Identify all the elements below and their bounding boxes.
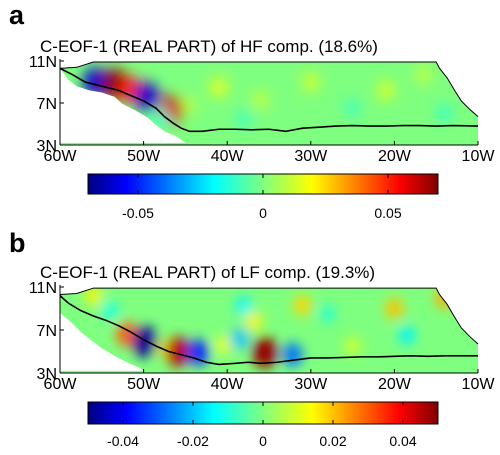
panel-a-anomaly-0 [83, 67, 108, 97]
panel-b-anomaly-8 [282, 342, 303, 367]
panel-b-anomaly-5 [215, 335, 231, 355]
panel-b-anomaly-18 [345, 337, 360, 355]
panel-a-colorbar-label-0: -0.05 [122, 205, 154, 221]
panel-a-title: C-EOF-1 (REAL PART) of HF comp. (18.6%) [40, 37, 378, 56]
panel-b-domain-outline [59, 287, 479, 345]
panel-b-colorbar-label-1: -0.02 [177, 433, 209, 449]
panel-b-x-tick-label-2: 40W [211, 376, 245, 393]
panel-b-anomaly-4 [187, 339, 209, 366]
panel-b-anomaly-10 [245, 311, 263, 332]
panel-b-land-mask [60, 312, 144, 371]
panel-a-x-tick-label-3: 30W [294, 148, 328, 165]
panel-b-anomaly-9 [235, 296, 253, 317]
panel-b-y-tick-label-1: 7N [37, 323, 57, 340]
panel-b-anomaly-16 [85, 288, 102, 306]
panel-b-x-tick-label-5: 10W [462, 376, 496, 393]
panel-b-colorbar-label-0: -0.04 [107, 433, 139, 449]
panel-a-y-tick-label-0: 11N [29, 54, 57, 71]
panel-b-anomaly-6 [230, 328, 249, 350]
panel-a-x-tick-label-2: 40W [211, 148, 245, 165]
panel-b-map: 60W 50W 40W 30W 20W 10W 11N 7N 3N [29, 280, 496, 393]
panel-a-x-tick-label-4: 20W [378, 148, 412, 165]
panel-b-anomaly-3 [164, 336, 190, 367]
panel-b-y-tick-label-2: 3N [37, 366, 57, 383]
panel-b-label: b [9, 228, 26, 258]
panel-a-anomaly-7 [211, 77, 227, 97]
panel-a-anomaly-9 [253, 91, 268, 109]
panel-b-x-tick-label-3: 30W [294, 376, 328, 393]
panel-b-anomaly-11 [293, 295, 311, 316]
panel-a-anomaly-5 [154, 109, 170, 128]
panel-b-colorbar-label-4: 0.04 [389, 433, 416, 449]
panel-a-x-tick-label-1: 50W [127, 148, 161, 165]
panel-a-anomaly-6 [182, 96, 197, 114]
panel-b-x-tick-label-1: 50W [127, 376, 161, 393]
panel-a-colorbar: -0.05 0 0.05 [87, 173, 439, 221]
panel-b-title: C-EOF-1 (REAL PART) of LF comp. (19.3%) [40, 263, 376, 282]
panel-b-y-tick-label-0: 11N [29, 280, 57, 297]
panel-b-colorbar-label-3: 0.02 [319, 433, 346, 449]
panel-a-field [60, 62, 478, 145]
panel-a-y-tick-label-1: 7N [37, 96, 57, 113]
panel-a-land-mask [60, 68, 186, 143]
panel-a-label: a [9, 0, 25, 30]
panel-b-x-tick-label-4: 20W [378, 376, 412, 393]
panel-b-anomaly-17 [102, 301, 118, 320]
panel-a-anomaly-11 [345, 99, 360, 117]
panel-b-anomaly-15 [435, 288, 454, 309]
panel-b-coastline [59, 295, 478, 366]
panel-a-colorbar-label-2: 0.05 [374, 205, 401, 221]
panel-a-y-tick-label-2: 3N [37, 138, 57, 155]
panel-a-anomaly-3 [134, 81, 159, 112]
panel-a-anomaly-13 [437, 104, 452, 123]
panel-b-x-tick-label-0: 60W [44, 376, 78, 393]
panel-a-anomaly-14 [416, 66, 431, 84]
panel-b-anomaly-13 [385, 297, 404, 320]
panel-b-anomaly-12 [320, 305, 335, 323]
panel-a-x-tick-label-0: 60W [44, 148, 78, 165]
panel-a-coastline [59, 67, 479, 133]
panel-a-domain-outline [59, 61, 479, 118]
panel-a-anomaly-12 [378, 81, 394, 100]
panel-a-map: 60W 50W 40W 30W 20W 10W 11N 7N 3N [29, 54, 496, 165]
panel-b-colorbar-label-2: 0 [259, 433, 267, 449]
panel-b-anomaly-7 [252, 336, 278, 369]
panel-b-anomaly-1 [132, 326, 158, 358]
panel-b-anomaly-14 [398, 325, 416, 346]
panel-b-colorbar: -0.04 -0.02 0 0.02 0.04 [87, 401, 439, 449]
panel-a-anomaly-8 [236, 110, 252, 128]
panel-a-anomaly-10 [303, 73, 319, 91]
panel-a-x-tick-label-5: 10W [462, 148, 496, 165]
panel-a-colorbar-label-1: 0 [259, 205, 267, 221]
panel-b-field [60, 288, 478, 373]
